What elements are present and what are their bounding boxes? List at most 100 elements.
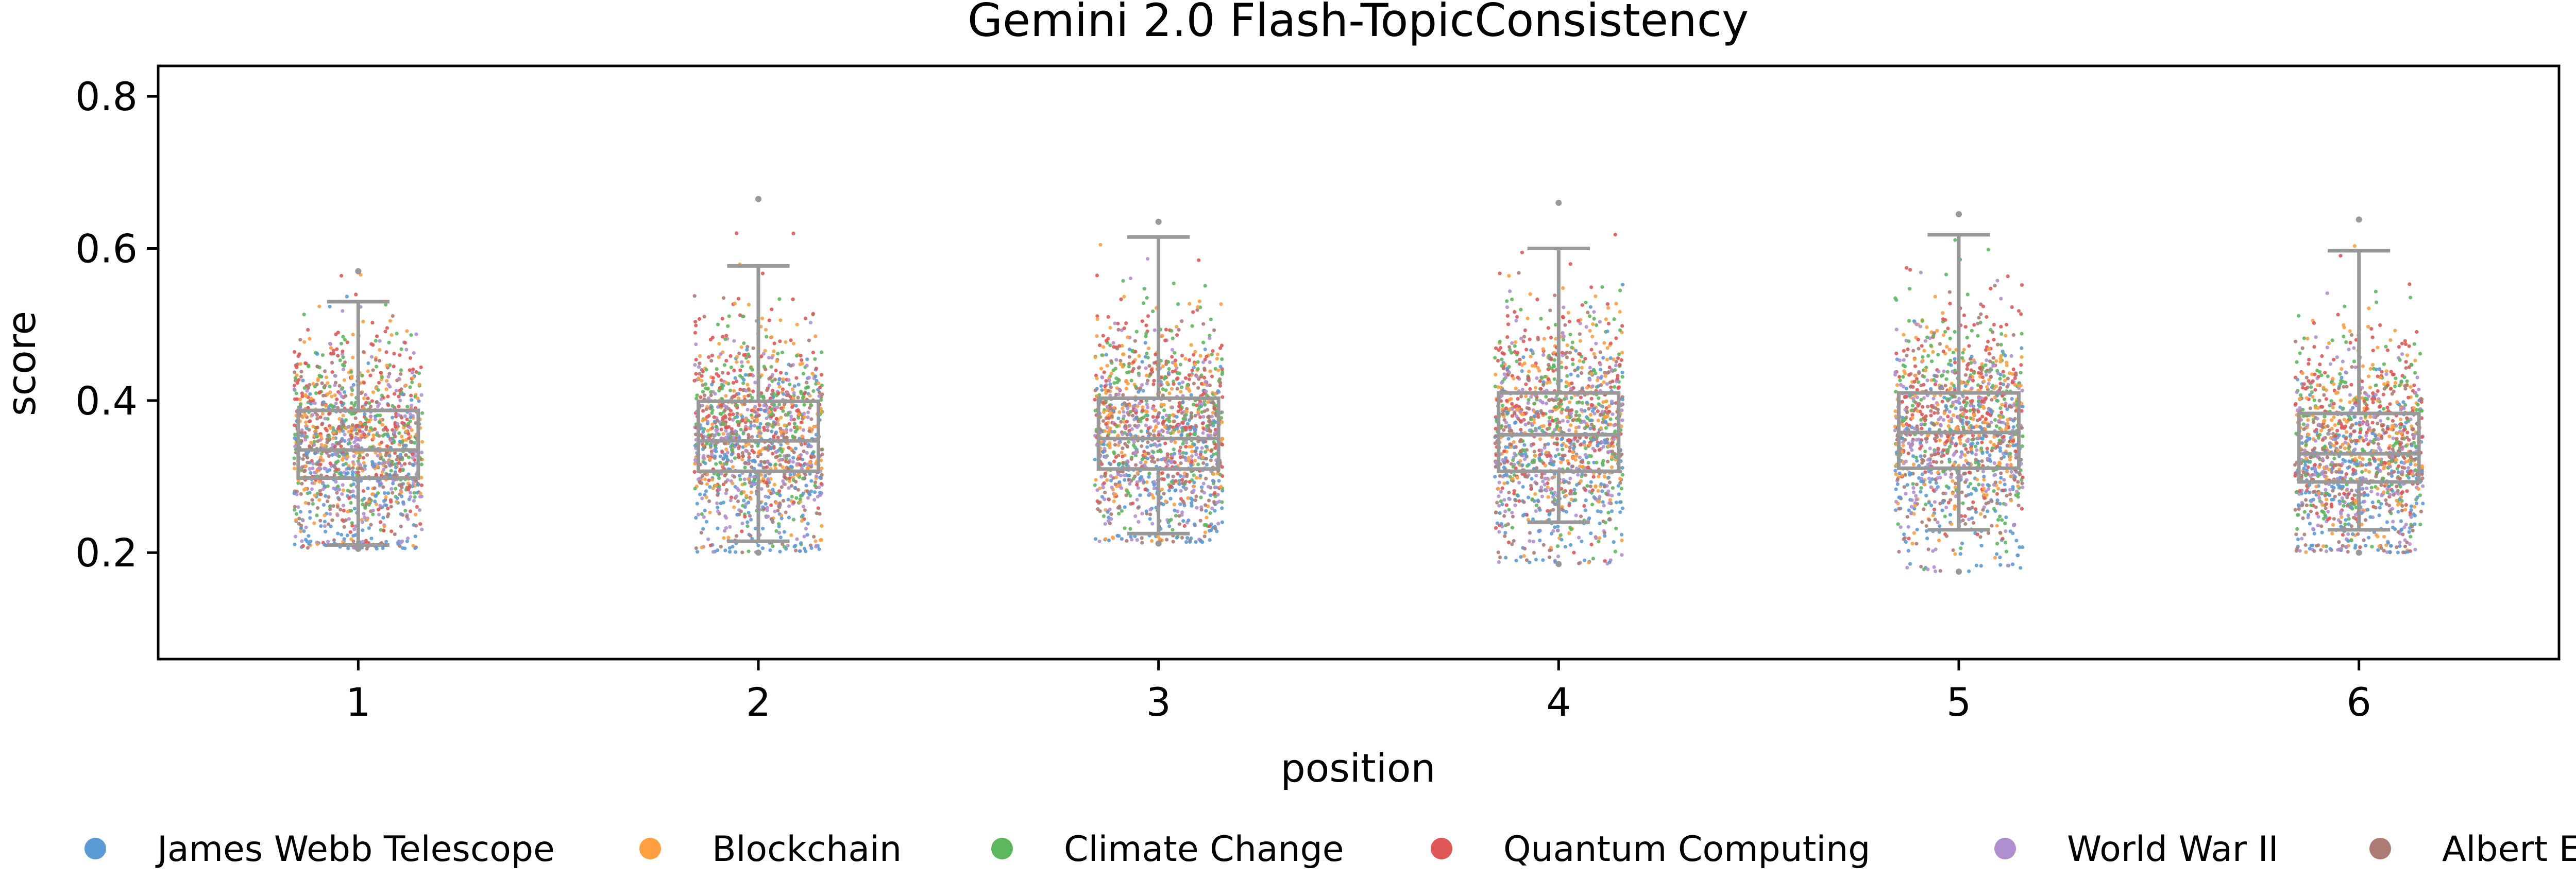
scatter-point: [710, 452, 714, 456]
scatter-point: [1099, 440, 1104, 444]
scatter-point: [763, 409, 767, 413]
scatter-point: [1541, 543, 1546, 547]
scatter-point: [1515, 359, 1519, 364]
scatter-point: [1548, 548, 1552, 553]
scatter-point: [778, 463, 782, 467]
scatter-point: [418, 522, 422, 526]
scatter-point: [328, 341, 332, 346]
scatter-point: [1154, 425, 1158, 429]
scatter-point: [777, 524, 781, 529]
scatter-point: [778, 318, 783, 322]
scatter-point: [1180, 411, 1184, 415]
scatter-point: [327, 454, 331, 458]
scatter-point: [1117, 461, 1122, 466]
scatter-point: [1521, 513, 1525, 517]
scatter-point: [713, 444, 717, 448]
scatter-point: [295, 489, 299, 494]
scatter-point: [1104, 353, 1108, 357]
scatter-point: [357, 461, 361, 466]
scatter-point: [1112, 381, 1116, 385]
scatter-point: [1148, 508, 1153, 512]
scatter-point: [1180, 536, 1184, 540]
scatter-point: [1179, 433, 1183, 437]
scatter-point: [1216, 368, 1221, 372]
scatter-point: [373, 417, 378, 422]
scatter-point: [724, 491, 728, 495]
scatter-point: [1520, 463, 1524, 467]
scatter-point: [1611, 412, 1615, 417]
scatter-point: [1199, 508, 1204, 512]
scatter-point: [753, 405, 757, 409]
scatter-point: [1528, 292, 1532, 296]
scatter-point: [817, 485, 821, 490]
scatter-point: [1107, 461, 1112, 465]
scatter-point: [787, 422, 791, 426]
scatter-point: [1140, 511, 1144, 516]
scatter-point: [743, 444, 748, 448]
scatter-point: [1106, 519, 1110, 523]
scatter-point: [408, 368, 412, 372]
scatter-point: [351, 333, 355, 337]
scatter-point: [1157, 433, 1161, 437]
scatter-point: [384, 464, 388, 469]
scatter-point: [1533, 492, 1537, 496]
scatter-point: [1108, 426, 1112, 430]
scatter-point: [740, 522, 744, 526]
scatter-point: [753, 381, 757, 385]
scatter-point: [1176, 472, 1180, 476]
scatter-point: [704, 495, 708, 499]
scatter-point: [1134, 450, 1138, 454]
scatter-point: [749, 490, 753, 494]
scatter-point: [403, 341, 408, 345]
scatter-point: [389, 487, 394, 491]
scatter-point: [351, 489, 355, 493]
scatter-point: [1181, 428, 1185, 433]
scatter-point: [1586, 465, 1590, 470]
scatter-point: [319, 452, 324, 456]
scatter-point: [726, 324, 730, 328]
scatter-point: [1105, 405, 1109, 409]
scatter-point: [349, 501, 353, 505]
scatter-point: [305, 453, 309, 457]
scatter-point: [1174, 479, 1178, 483]
scatter-point: [724, 425, 728, 429]
scatter-point: [1587, 561, 1591, 565]
scatter-point: [1580, 371, 1584, 375]
scatter-point: [1568, 400, 1572, 404]
scatter-point: [698, 354, 702, 358]
scatter-point: [710, 383, 714, 387]
scatter-point: [749, 366, 753, 370]
scatter-point: [782, 402, 786, 407]
scatter-point: [307, 534, 311, 538]
scatter-point: [1124, 379, 1128, 383]
scatter-point: [1130, 427, 1134, 432]
scatter-point: [341, 488, 346, 492]
scatter-point: [1620, 506, 1625, 510]
scatter-point: [1138, 493, 1142, 497]
scatter-point: [777, 377, 782, 382]
scatter-point: [1127, 365, 1131, 369]
scatter-point: [1581, 401, 1585, 405]
scatter-point: [764, 494, 768, 498]
scatter-point: [1584, 325, 1588, 329]
scatter-point: [1170, 355, 1174, 359]
scatter-point: [711, 376, 715, 380]
scatter-point: [320, 381, 324, 385]
scatter-point: [1108, 382, 1112, 386]
scatter-point: [1530, 460, 1534, 464]
scatter-point: [382, 499, 386, 503]
scatter-point: [318, 489, 322, 493]
scatter-point: [1538, 437, 1543, 441]
scatter-point: [1170, 348, 1174, 352]
scatter-point: [326, 381, 330, 385]
scatter-point: [794, 496, 799, 500]
scatter-point: [1598, 536, 1602, 540]
scatter-point: [392, 365, 396, 369]
scatter-point: [1607, 365, 1612, 370]
scatter-point: [378, 452, 382, 457]
scatter-point: [412, 499, 416, 503]
scatter-point: [1173, 440, 1177, 444]
scatter-point: [1149, 443, 1153, 447]
scatter-point: [302, 340, 307, 344]
scatter-point: [1170, 480, 1174, 484]
